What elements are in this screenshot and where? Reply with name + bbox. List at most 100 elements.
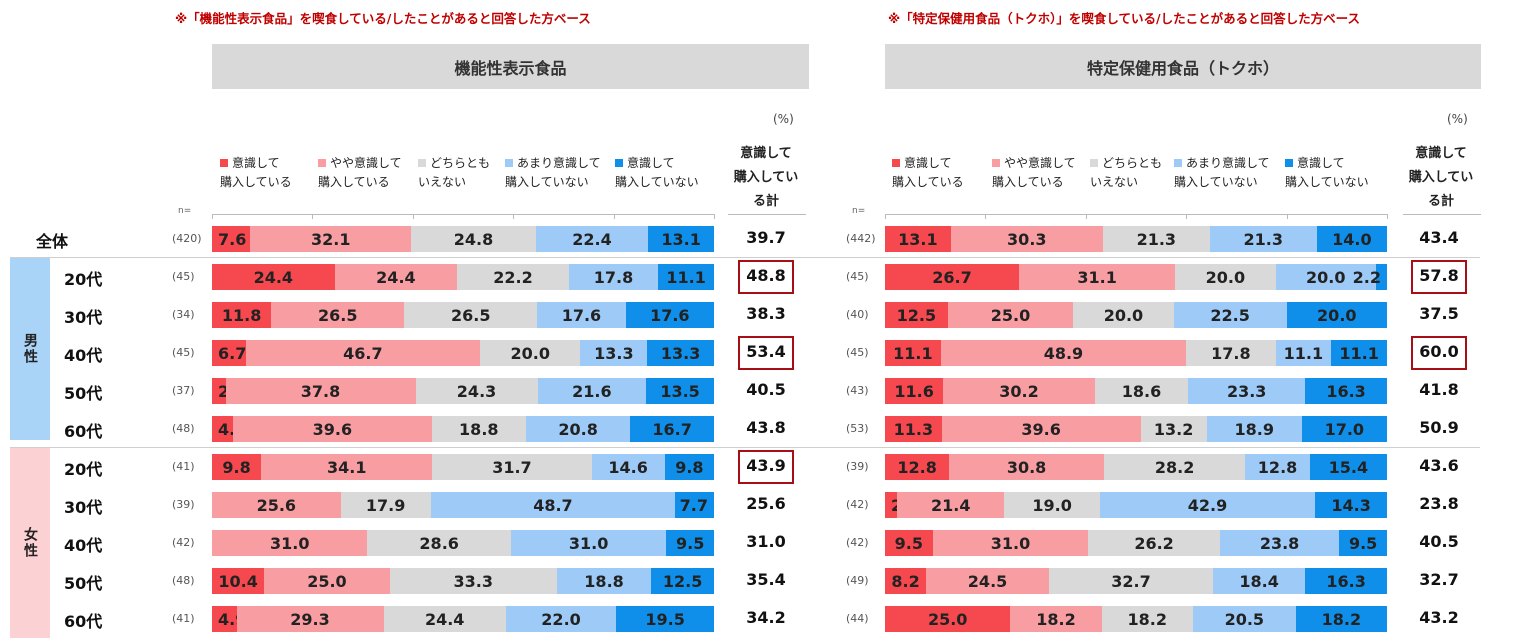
panel1-bar-segment: 22.4: [535, 226, 649, 252]
panel2-bar-segment: 15.4: [1309, 454, 1387, 480]
panel1-total-value: 43.9: [746, 456, 786, 475]
panel2-n-value: (39): [846, 460, 869, 473]
panel2-total-value: 43.6: [1419, 456, 1459, 475]
panel2-axis-tick: [1186, 214, 1188, 219]
panel1-total-header-line: る計: [752, 194, 779, 209]
panel2-n-value: (53): [846, 422, 869, 435]
panel1-bar-segment: 25.6: [212, 492, 341, 518]
panel1-bar-segment: 26.5: [404, 302, 538, 328]
panel1-legend-swatch: [318, 159, 326, 167]
panel2-bar-segment: 9.5: [885, 530, 933, 556]
row-label: 30代: [64, 308, 103, 327]
panel2-total-header-line: る計: [1427, 194, 1454, 209]
panel1-bar-segment: 19.5: [616, 606, 714, 632]
panel2-legend-swatch: [1090, 159, 1098, 167]
panel1-legend-item: やや意識して 購入している: [318, 154, 402, 192]
panel1-bar-segment: 13.5: [646, 378, 714, 404]
panel2-bar-segment: 18.2: [1010, 606, 1102, 632]
panel2-bar-segment: 11.1: [1331, 340, 1387, 366]
panel2-bar-segment: 21.4: [897, 492, 1005, 518]
panel1-bar-segment: 9.5: [666, 530, 714, 556]
panel2-n-value: (42): [846, 498, 869, 511]
panel1-axis-tick: [714, 214, 715, 219]
panel1-bar-segment: 11.8: [212, 302, 272, 328]
panel2-legend-item: やや意識して 購入している: [992, 154, 1076, 192]
panel2-total-value: 37.5: [1419, 304, 1459, 323]
panel2-legend-swatch: [892, 159, 900, 167]
panel1-bar-segment: 48.7: [430, 492, 676, 518]
group-female-text: 女性: [22, 527, 38, 559]
panel2-total-value: 40.5: [1419, 532, 1459, 551]
panel2-bar-segment: 20.0: [1073, 302, 1174, 328]
panel2-axis-line: [885, 214, 1387, 215]
panel1-axis-tick: [212, 214, 213, 219]
panel2-total-value: 32.7: [1419, 570, 1459, 589]
panel2-legend-text: 購入している: [992, 175, 1064, 189]
panel2-bar-segment: 39.6: [941, 416, 1141, 442]
panel1-legend-text: 意識して: [627, 156, 675, 170]
panel1-n-value: (42): [172, 536, 195, 549]
panel2-legend-swatch: [992, 159, 1000, 167]
panel2-bar-segment: 17.8: [1186, 340, 1276, 366]
row-label: 60代: [64, 422, 103, 441]
panel1-total-header: 意識して 購入してい る計: [726, 142, 806, 214]
panel2-bar-segment: 8.2: [885, 568, 927, 594]
panel1-bar-segment: 4.2: [212, 416, 246, 442]
panel1-n-value: (48): [172, 422, 195, 435]
panel1-n-value: (41): [172, 612, 195, 625]
panel2-n-value: (43): [846, 384, 869, 397]
panel1-axis-tick: [613, 214, 615, 219]
panel2-total-header-line: 意識して: [1415, 146, 1467, 161]
panel2-bar-segment: 12.8: [885, 454, 950, 480]
panel1-legend-swatch: [615, 159, 623, 167]
panel1-bar-segment: 9.8: [212, 454, 262, 480]
panel2-bar-segment: 48.9: [940, 340, 1187, 366]
panel2-legend-text: 購入していない: [1285, 175, 1369, 189]
panel1-total-value: 35.4: [746, 570, 786, 589]
panel1-n-value: (41): [172, 460, 195, 473]
panel2-n-value: (45): [846, 270, 869, 283]
panel1-legend-item: 意識して 購入していない: [615, 154, 699, 192]
panel1-total-value: 34.2: [746, 608, 786, 627]
panel1-total-value: 48.8: [746, 266, 786, 285]
panel1-legend-swatch: [505, 159, 513, 167]
panel1-total-value: 53.4: [746, 342, 786, 361]
panel1-total-value: 31.0: [746, 532, 786, 551]
panel2-total-value: 43.2: [1419, 608, 1459, 627]
panel1-unit-label: (%): [773, 112, 794, 126]
panel1-bar-segment: 26.5: [271, 302, 405, 328]
panel1-n-value: (48): [172, 574, 195, 587]
row-label: 20代: [64, 460, 103, 479]
panel2-bar-segment: 20.0: [1286, 302, 1387, 328]
panel2-legend-item: どちらとも いえない: [1090, 154, 1162, 192]
group-male-label: 男性: [10, 258, 50, 440]
panel1-bar-segment: 34.1: [261, 454, 433, 480]
panel2-axis-tick: [1085, 214, 1087, 219]
panel1-legend-text: あまり意識して: [517, 156, 601, 170]
panel1-bar-segment: 17.6: [625, 302, 714, 328]
panel1-bar-segment: 33.3: [389, 568, 557, 594]
row-label: 全体: [36, 232, 69, 251]
panel1-bar-segment: 22.2: [457, 264, 569, 290]
panel2-bar-segment: 20.0: [1275, 264, 1376, 290]
panel2-highlight-box: [1411, 260, 1467, 294]
panel2-total-value: 43.4: [1419, 228, 1459, 247]
panel1-highlight-box: [738, 336, 794, 370]
panel1-bar-segment: 11.1: [658, 264, 714, 290]
panel1-bar-segment: 17.6: [537, 302, 626, 328]
panel1-bar-segment: 28.6: [367, 530, 511, 556]
panel2-n-value: (44): [846, 612, 869, 625]
panel1-bar-segment: 25.0: [264, 568, 390, 594]
panel1-bar-segment: 39.6: [233, 416, 432, 442]
panel2-total-value: 23.8: [1419, 494, 1459, 513]
panel2-bar-segment: 12.5: [885, 302, 948, 328]
row-label: 50代: [64, 384, 103, 403]
panel2-bar-segment: 11.1: [885, 340, 941, 366]
panel1-n-value: (34): [172, 308, 195, 321]
panel2-bar-segment: 11.1: [1275, 340, 1332, 366]
panel1-legend-item: 意識して 購入している: [220, 154, 292, 192]
panel1-bar-segment: 24.4: [334, 264, 458, 290]
panel2-legend-text: 購入している: [892, 175, 964, 189]
panel2-legend-swatch: [1285, 159, 1293, 167]
panel2-legend-item: 意識して 購入している: [892, 154, 964, 192]
